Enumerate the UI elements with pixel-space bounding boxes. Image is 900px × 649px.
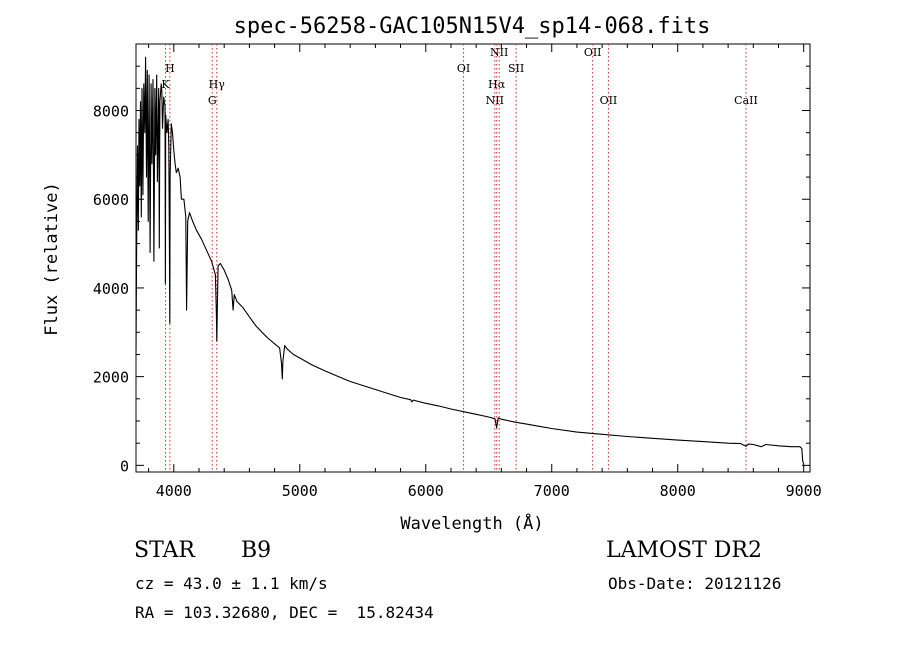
plot-frame: [135, 43, 811, 473]
x-tick-label: 5000: [282, 482, 318, 500]
y-tick-label: 0: [120, 457, 129, 475]
emission-line-label: OII: [600, 94, 618, 107]
x-tick-label: 6000: [408, 482, 444, 500]
emission-line-label: SII: [508, 62, 524, 75]
y-tick-label: 6000: [93, 191, 129, 209]
x-tick-label: 9000: [786, 482, 822, 500]
emission-line-label: K: [161, 78, 170, 91]
emission-line-label: NII: [486, 94, 504, 107]
emission-line-label: G: [208, 94, 217, 107]
coordinates: RA = 103.32680, DEC = 15.82434: [135, 603, 434, 622]
x-tick-label: 7000: [534, 482, 570, 500]
observation-date: Obs-Date: 20121126: [608, 574, 782, 593]
y-tick-label: 4000: [93, 280, 129, 298]
y-axis-label: Flux (relative): [42, 182, 62, 336]
emission-line-label: H: [165, 62, 175, 75]
object-class: STAR: [134, 538, 195, 563]
chart-title: spec-56258-GAC105N15V4_sp14-068.fits: [234, 14, 711, 39]
redshift-value: cz = 43.0 ± 1.1 km/s: [135, 574, 328, 593]
emission-line-label: CaII: [734, 94, 758, 107]
emission-line-label: NII: [490, 46, 508, 59]
axis-ticks: 4000 5000 6000 7000 8000 9000 0 2000 4000 6000 800…: [93, 44, 822, 500]
emission-line-label: Hγ: [209, 78, 226, 91]
x-tick-label: 4000: [156, 482, 192, 500]
y-tick-label: 8000: [93, 103, 129, 121]
object-subclass: B9: [241, 538, 272, 563]
spectrum-line: [135, 56, 805, 465]
x-axis-label: Wavelength (Å): [400, 512, 543, 534]
emission-line-label: OI: [457, 62, 470, 75]
y-tick-label: 2000: [93, 369, 129, 387]
survey-name: LAMOST DR2: [606, 538, 762, 563]
emission-line-label: Hα: [488, 78, 506, 91]
x-tick-label: 8000: [660, 482, 696, 500]
emission-line-label: OII: [584, 46, 602, 59]
